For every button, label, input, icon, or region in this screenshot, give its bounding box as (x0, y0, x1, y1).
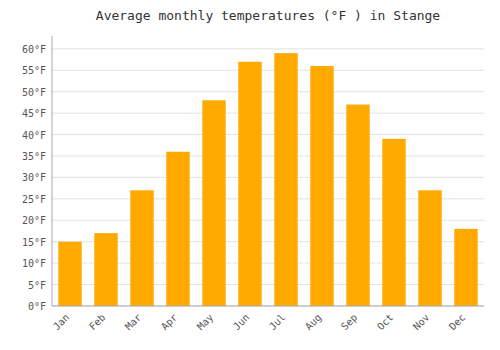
x-tick-label: Sep (339, 312, 360, 333)
bar (346, 105, 369, 306)
y-tick-label: 25°F (22, 194, 46, 205)
y-tick-label: 30°F (22, 172, 46, 183)
x-tick-label: Jul (267, 312, 288, 333)
x-tick-label: Dec (447, 312, 468, 333)
x-axis-line (52, 306, 484, 307)
y-tick-label: 55°F (22, 65, 46, 76)
y-tick-label: 45°F (22, 108, 46, 119)
x-tick-label: Jan (51, 312, 72, 333)
bar (94, 233, 117, 306)
bar (166, 152, 189, 306)
y-axis-line (52, 36, 53, 306)
x-axis: Jan Feb Mar Apr May Jun Jul Aug Sep Oct Nov Dec (51, 312, 468, 333)
y-tick-label: 35°F (22, 151, 46, 162)
bar (310, 66, 333, 306)
grid-line (52, 48, 484, 49)
y-tick-label: 0°F (28, 301, 46, 312)
x-tick-label: May (195, 312, 216, 333)
grid-line (52, 91, 484, 92)
y-tick-label: 15°F (22, 237, 46, 248)
x-tick-label: Apr (159, 312, 180, 333)
grid-line (52, 306, 484, 307)
chart-container: Average monthly temperatures (°F ) in St… (0, 0, 500, 350)
chart-svg: Average monthly temperatures (°F ) in St… (0, 0, 500, 350)
grid-line (52, 134, 484, 135)
bar (382, 139, 405, 306)
x-tick-label: Feb (87, 312, 108, 333)
grid-line (52, 113, 484, 114)
bar (130, 190, 153, 306)
bar (238, 62, 261, 306)
bar (202, 100, 225, 306)
x-tick-label: Oct (375, 312, 396, 333)
bar (58, 242, 81, 306)
grid-line (52, 156, 484, 157)
grid-line (52, 70, 484, 71)
x-tick-label: Mar (123, 312, 144, 333)
x-tick-label: Aug (303, 312, 324, 333)
bar (418, 190, 441, 306)
title: Average monthly temperatures (°F ) in St… (96, 8, 441, 23)
y-tick-label: 10°F (22, 258, 46, 269)
x-tick-label: Nov (411, 312, 432, 333)
y-axis: 0°F 5°F 10°F 15°F 20°F 25°F 30°F 35°F 40°F 45°F 50… (22, 44, 484, 312)
y-tick-label: 20°F (22, 215, 46, 226)
y-tick-label: 60°F (22, 44, 46, 55)
bars (58, 53, 477, 306)
bar (454, 229, 477, 306)
grid-line (52, 177, 484, 178)
y-tick-label: 5°F (28, 280, 46, 291)
y-tick-label: 40°F (22, 130, 46, 141)
bar (274, 53, 297, 306)
x-tick-label: Jun (231, 312, 252, 333)
y-tick-label: 50°F (22, 87, 46, 98)
